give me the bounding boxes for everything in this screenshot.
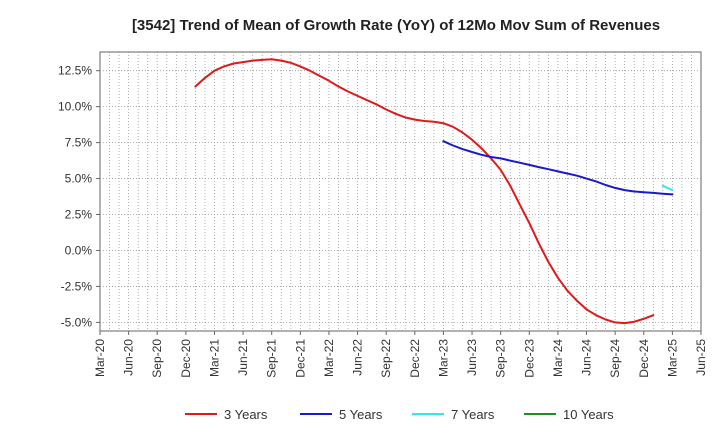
series-line-5-years	[442, 140, 674, 196]
x-tick-label: Mar-21	[207, 339, 221, 377]
x-tick-label: Sep-24	[608, 339, 622, 378]
y-tick-label: 2.5%	[65, 208, 93, 222]
x-tick-label: Sep-21	[265, 339, 279, 378]
y-tick-label: 12.5%	[58, 64, 92, 78]
x-tick-label: Mar-23	[436, 339, 450, 377]
series-line-3-years	[194, 58, 655, 325]
legend-label: 3 Years	[224, 407, 268, 422]
x-tick-label: Sep-23	[494, 339, 508, 378]
x-tick-label: Dec-24	[637, 339, 651, 378]
x-tick-label: Jun-25	[694, 339, 708, 376]
y-tick-label: 7.5%	[65, 136, 93, 150]
series-lines	[194, 58, 674, 325]
legend-label: 5 Years	[339, 407, 383, 422]
x-tick-label: Mar-24	[551, 339, 565, 377]
x-tick-label: Mar-22	[322, 339, 336, 377]
x-tick-label: Sep-20	[150, 339, 164, 378]
series-line-7-years	[661, 184, 674, 192]
x-tick-label: Mar-20	[93, 339, 107, 377]
x-axis: Mar-20 Jun-20 Sep-20 Dec-20 Mar-21 Jun-21 Sep-…	[93, 331, 708, 378]
x-tick-label: Dec-23	[522, 339, 536, 378]
x-tick-label: Sep-22	[379, 339, 393, 378]
y-tick-label: -2.5%	[61, 279, 93, 293]
x-tick-label: Jun-21	[236, 339, 250, 376]
y-tick-label: 5.0%	[65, 172, 93, 186]
x-tick-label: Dec-22	[408, 339, 422, 378]
x-tick-label: Dec-20	[179, 339, 193, 378]
chart-title: [3542] Trend of Mean of Growth Rate (YoY…	[132, 17, 660, 34]
y-tick-label: -5.0%	[61, 315, 93, 329]
y-tick-label: 10.0%	[58, 100, 92, 114]
grid	[100, 52, 701, 331]
legend: 3 Years 5 Years 7 Years 10 Years	[185, 407, 614, 422]
x-tick-label: Jun-23	[465, 339, 479, 376]
x-tick-label: Jun-20	[122, 339, 136, 376]
x-tick-label: Jun-24	[580, 339, 594, 376]
x-tick-label: Dec-21	[293, 339, 307, 378]
y-tick-label: 0.0%	[65, 243, 93, 257]
legend-label: 10 Years	[563, 407, 614, 422]
legend-label: 7 Years	[451, 407, 495, 422]
plot-area	[99, 51, 702, 332]
y-axis: 12.5% 10.0% 7.5% 5.0% 2.5% 0.0% -2.5% -5.0%	[58, 64, 100, 329]
x-tick-label: Mar-25	[665, 339, 679, 377]
x-tick-label: Jun-22	[351, 339, 365, 376]
